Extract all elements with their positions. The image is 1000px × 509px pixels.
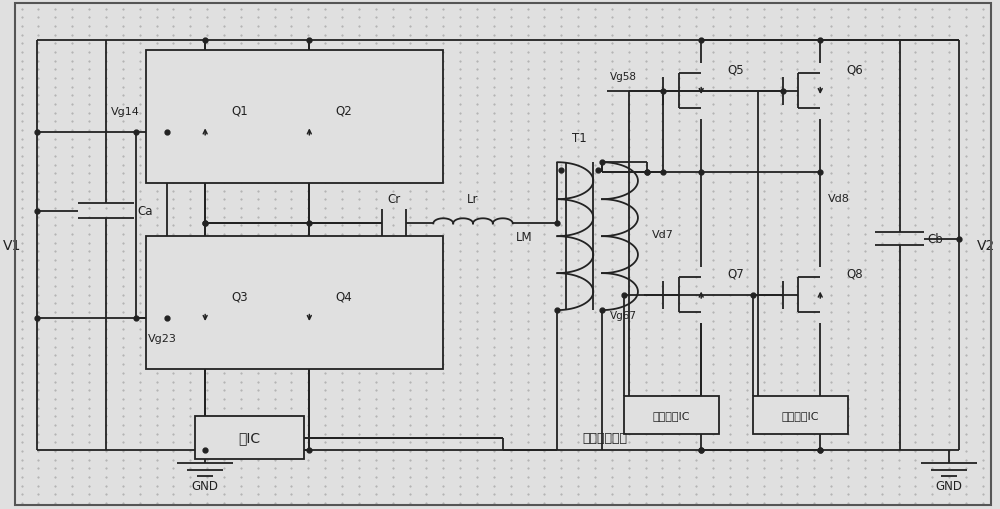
Text: GND: GND	[936, 478, 963, 492]
Bar	[146, 237, 443, 369]
Bar	[624, 396, 719, 434]
Text: 主IC: 主IC	[239, 431, 261, 445]
Text: Vd8: Vd8	[828, 193, 850, 204]
Bar	[195, 416, 304, 459]
Text: Cr: Cr	[387, 193, 400, 206]
Text: Cb: Cb	[927, 233, 943, 246]
Text: Q4: Q4	[336, 290, 352, 303]
Text: Q2: Q2	[336, 104, 352, 118]
Bar	[753, 396, 848, 434]
Text: Q7: Q7	[728, 267, 744, 280]
Text: Q5: Q5	[728, 64, 744, 77]
Text: Ca: Ca	[138, 205, 153, 218]
Text: Q3: Q3	[232, 290, 248, 303]
Text: 同步整流IC: 同步整流IC	[653, 410, 690, 420]
Text: V2: V2	[977, 239, 995, 252]
Text: Vg23: Vg23	[148, 333, 177, 344]
Text: T1: T1	[572, 132, 587, 145]
Text: Q6: Q6	[847, 64, 863, 77]
Bar	[146, 51, 443, 183]
Text: Q1: Q1	[232, 104, 248, 118]
Text: Lr: Lr	[467, 193, 479, 206]
Text: Vg58: Vg58	[610, 71, 637, 81]
Text: Vg67: Vg67	[610, 310, 637, 321]
Text: LM: LM	[516, 230, 533, 243]
Text: Q8: Q8	[847, 267, 863, 280]
Text: GND: GND	[192, 478, 219, 492]
Text: 副边电压反馈: 副边电压反馈	[582, 431, 627, 444]
Text: V1: V1	[3, 239, 22, 252]
Text: Vd7: Vd7	[652, 229, 673, 239]
Text: 同步整流IC: 同步整流IC	[782, 410, 819, 420]
Text: Vg14: Vg14	[111, 107, 140, 117]
